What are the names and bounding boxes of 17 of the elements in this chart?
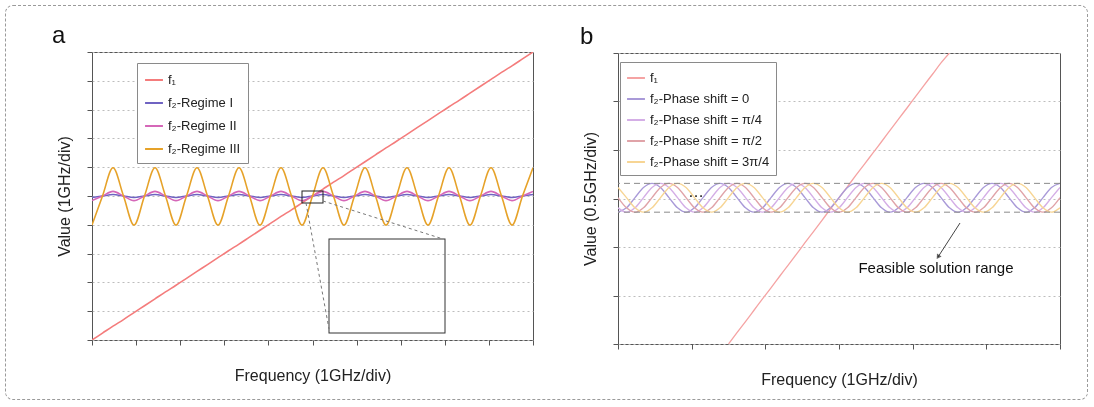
- annotation: …: [688, 183, 704, 200]
- legend-label: f₂-Phase shift = 3π/4: [650, 154, 770, 169]
- legend-label: f₂-Regime II: [168, 118, 237, 133]
- legend-label: f₂-Phase shift = 0: [650, 91, 750, 106]
- chart-title: b: [580, 21, 594, 49]
- legend-label: f₁: [650, 70, 659, 85]
- x-axis-title: Frequency (1GHz/div): [234, 367, 392, 384]
- legend-label: f₁: [168, 72, 177, 87]
- legend-label: f₂-Phase shift = π/4: [650, 112, 762, 127]
- x-axis-title: Frequency (1GHz/div): [761, 371, 918, 388]
- annotation: Feasible solution range: [858, 259, 1014, 276]
- legend-label: f₂-Phase shift = π/2: [650, 133, 762, 148]
- legend-label: f₂-Regime III: [168, 141, 241, 156]
- legend-label: f₂-Regime I: [168, 95, 234, 110]
- y-axis-title: Value (0.5GHz/div): [582, 132, 599, 266]
- y-axis-title: Value (1GHz/div): [56, 136, 73, 257]
- chart-title: a: [52, 20, 66, 48]
